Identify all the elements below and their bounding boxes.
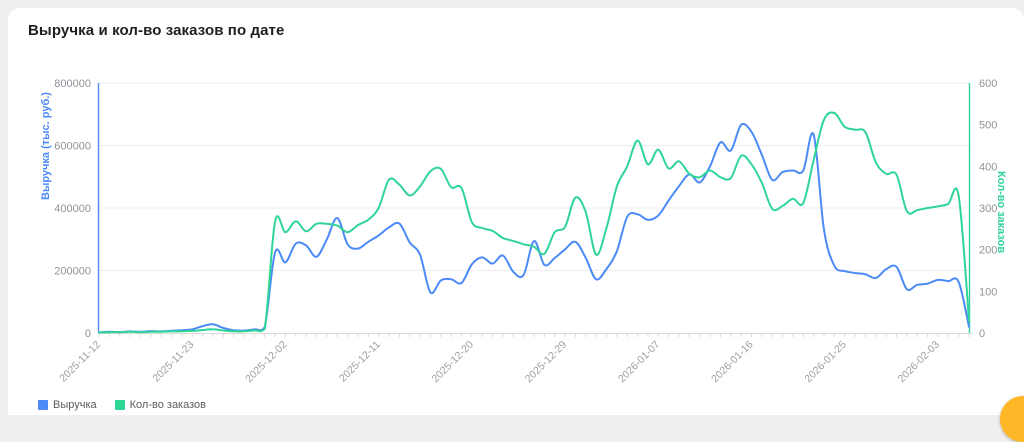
y-right-tick-label: 200 bbox=[979, 245, 997, 257]
chart-title: Выручка и кол-во заказов по дате bbox=[28, 22, 285, 39]
orders-swatch-icon bbox=[114, 400, 125, 410]
revenue-line bbox=[98, 122, 970, 334]
orders-line bbox=[98, 111, 970, 334]
chart-svg: 0 200000 400000 600000 800000 0 100 200 300 400 50… bbox=[54, 78, 997, 386]
legend-label: Кол-во заказов bbox=[129, 399, 206, 411]
y-left-tick-label: 800000 bbox=[54, 78, 91, 90]
revenue-swatch-icon bbox=[38, 400, 48, 410]
x-tick-label: 2025-12-11 bbox=[337, 339, 383, 385]
y-right-tick-label: 0 bbox=[979, 328, 985, 340]
x-tick-label: 2025-12-02 bbox=[243, 339, 290, 386]
x-tick-label: 2025-11-23 bbox=[150, 339, 196, 385]
x-tick-label: 2025-12-29 bbox=[523, 339, 570, 386]
y-right-tick-label: 400 bbox=[979, 161, 997, 173]
x-tick-label: 2026-01-16 bbox=[709, 339, 756, 386]
y-right-tick-label: 300 bbox=[979, 203, 997, 215]
y-right-tick-label: 600 bbox=[979, 78, 997, 90]
x-tick-label: 2025-11-12 bbox=[57, 339, 103, 385]
chart-legend: Выручка Кол-во заказов bbox=[38, 399, 206, 411]
x-tick-label: 2026-02-03 bbox=[896, 339, 943, 386]
y-left-tick-label: 400000 bbox=[54, 203, 91, 215]
y-left-tick-label: 600000 bbox=[54, 141, 91, 153]
chart-canvas[interactable]: 0 200000 400000 600000 800000 0 100 200 300 400 50… bbox=[8, 8, 1024, 428]
legend-item-revenue[interactable]: Выручка bbox=[38, 399, 97, 411]
x-tick-label: 2026-01-25 bbox=[802, 339, 849, 386]
y-right-tick-label: 100 bbox=[979, 286, 997, 298]
x-tick-label: 2025-12-20 bbox=[430, 339, 477, 386]
x-tick-label: 2026-01-07 bbox=[616, 339, 663, 386]
y-right-tick-label: 500 bbox=[979, 120, 997, 132]
legend-item-orders[interactable]: Кол-во заказов bbox=[114, 399, 206, 411]
y-left-tick-label: 200000 bbox=[54, 266, 91, 278]
legend-label: Выручка bbox=[53, 399, 97, 411]
y-left-tick-label: 0 bbox=[85, 328, 91, 340]
chart-card: Выручка и кол-во заказов по дате Выручка… bbox=[8, 8, 1024, 415]
